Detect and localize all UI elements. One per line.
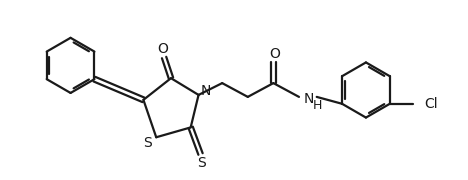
Text: Cl: Cl [424, 97, 438, 111]
Text: O: O [158, 42, 168, 56]
Text: S: S [143, 136, 152, 150]
Text: O: O [269, 47, 280, 61]
Text: N: N [200, 84, 211, 98]
Text: S: S [197, 156, 206, 170]
Text: H: H [313, 99, 322, 112]
Text: N: N [304, 92, 314, 106]
